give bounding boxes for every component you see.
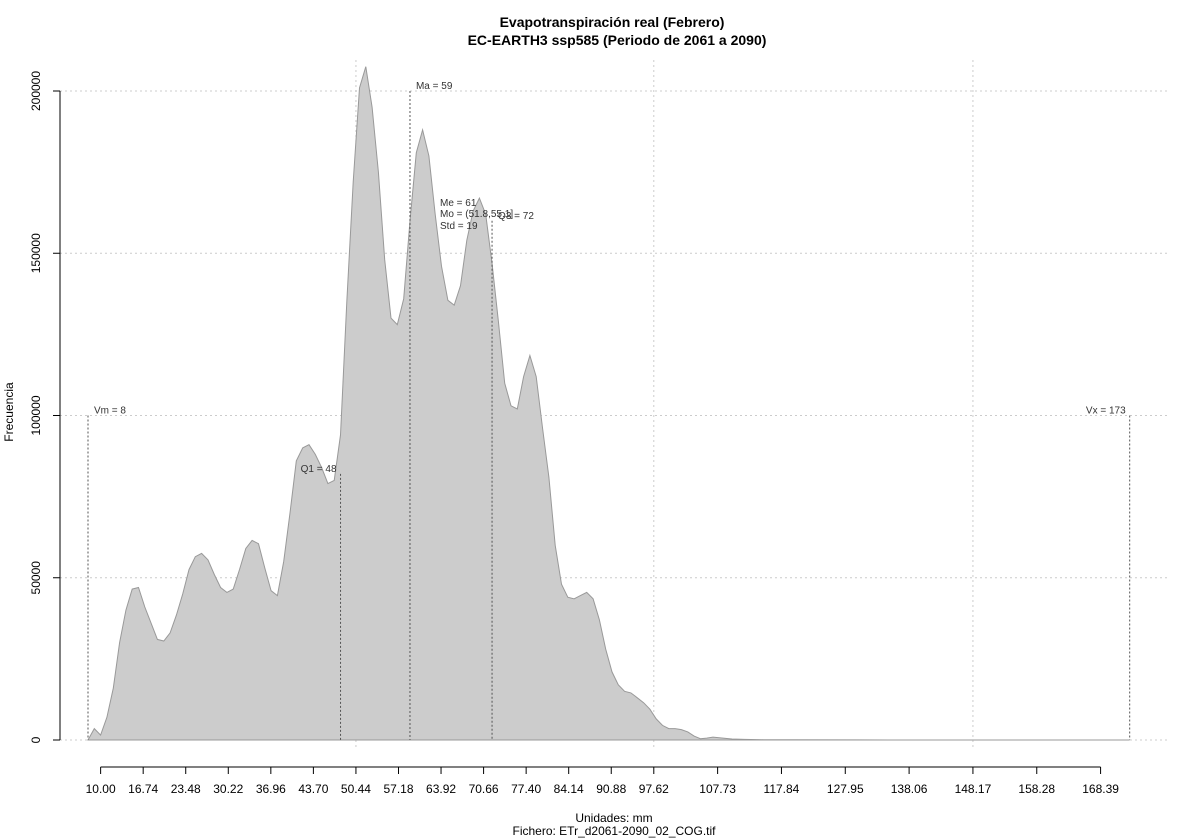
- x-tick-label: 127.95: [827, 782, 864, 796]
- x-tick-label: 117.84: [764, 782, 800, 796]
- chart-subtitle: EC-EARTH3 ssp585 (Periodo de 2061 a 2090…: [468, 32, 767, 48]
- chart-title: Evapotranspiración real (Febrero): [500, 14, 725, 30]
- stat-line-label: Vm = 8: [94, 406, 126, 417]
- y-tick-label: 200000: [29, 71, 43, 111]
- y-tick-label: 100000: [29, 395, 43, 435]
- x-tick-label: 50.44: [341, 782, 371, 796]
- stat-line-label: Vx = 173: [1086, 406, 1126, 417]
- x-tick-label: 84.14: [554, 782, 584, 796]
- stat-std-label: Std = 19: [440, 221, 478, 232]
- file-footer: Fichero: ETr_d2061-2090_02_COG.tif: [513, 824, 717, 838]
- x-axis-label: Unidades: mm: [575, 811, 652, 825]
- x-tick-label: 158.28: [1018, 782, 1055, 796]
- stat-mode-label: Mo = (51.8,55.1]: [440, 209, 513, 220]
- x-tick-label: 43.70: [298, 782, 328, 796]
- x-tick-label: 138.06: [891, 782, 928, 796]
- x-tick-label: 77.40: [511, 782, 541, 796]
- x-tick-label: 63.92: [426, 782, 456, 796]
- x-tick-label: 107.73: [699, 782, 736, 796]
- x-tick-label: 30.22: [213, 782, 243, 796]
- y-tick-label: 0: [29, 736, 43, 743]
- frequency-area: [87, 66, 1130, 741]
- statistic-lines: Vm = 8 Q1 = 48 Ma = 59 Q3 = 72 Vx = 173: [87, 81, 1131, 740]
- y-tick-label: 150000: [29, 233, 43, 273]
- x-tick-label: 16.74: [128, 782, 158, 796]
- y-tick-label: 50000: [29, 561, 43, 595]
- x-tick-label: 10.00: [86, 782, 116, 796]
- stat-mean-label: Me = 61: [440, 198, 477, 209]
- x-tick-label: 97.62: [639, 782, 669, 796]
- y-axis-label: Frecuencia: [2, 382, 16, 442]
- x-tick-label: 36.96: [256, 782, 286, 796]
- x-tick-label: 148.17: [955, 782, 992, 796]
- stat-line-label: Ma = 59: [416, 81, 453, 92]
- stat-line-label: Q3 = 72: [498, 211, 534, 222]
- axes: 0 50000 100000 150000 200000 10.00 16.74 23.48 3…: [29, 71, 1119, 796]
- stat-line-label: Q1 = 48: [301, 464, 337, 475]
- x-tick-label: 168.39: [1082, 782, 1119, 796]
- x-tick-label: 57.18: [383, 782, 413, 796]
- x-tick-label: 70.66: [469, 782, 499, 796]
- x-tick-label: 90.88: [596, 782, 626, 796]
- x-tick-label: 23.48: [171, 782, 201, 796]
